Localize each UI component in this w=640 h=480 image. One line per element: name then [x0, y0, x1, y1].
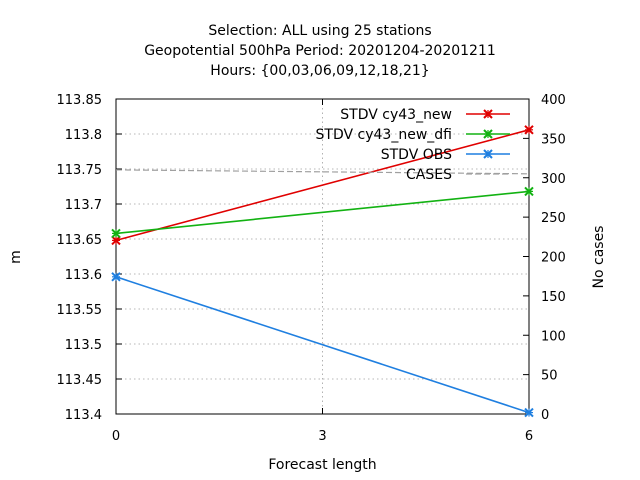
- y-tick-label: 113.7: [65, 198, 102, 213]
- y2-tick-label: 50: [541, 369, 558, 384]
- data-point: [524, 186, 534, 197]
- legend: STDV cy43_new STDV cy43_new_dfi STDV OBS CA…: [316, 107, 510, 183]
- y-axis-label: m: [8, 250, 24, 264]
- x-tick-label: 6: [525, 429, 533, 444]
- title-line: Hours: {00,03,06,09,12,18,21}: [210, 63, 429, 79]
- y-tick-label: 113.75: [57, 163, 103, 178]
- series-lines: [111, 125, 534, 418]
- chart-title: Selection: ALL using 25 stations Geopoten…: [144, 23, 496, 79]
- data-point: [111, 228, 121, 239]
- data-point: [111, 235, 121, 246]
- series-line: [115, 129, 530, 242]
- series-line: [115, 169, 530, 175]
- y2-tick-label: 350: [541, 132, 566, 147]
- y2-tick-label: 400: [541, 93, 566, 108]
- y-tick-label: 113.55: [57, 303, 103, 318]
- y2-tick-label: 200: [541, 251, 566, 266]
- legend-marker: [483, 109, 493, 119]
- y-tick-label: 113.6: [65, 268, 102, 283]
- y-tick-label: 113.4: [65, 408, 102, 423]
- y-tick-label: 113.85: [57, 93, 103, 108]
- title-line: Selection: ALL using 25 stations: [208, 23, 431, 39]
- y2-tick-label: 250: [541, 211, 566, 226]
- x-axis-label: Forecast length: [268, 457, 376, 473]
- legend-label: CASES: [406, 167, 452, 183]
- legend-label: STDV cy43_new: [340, 107, 452, 123]
- series-line: [115, 276, 530, 414]
- title-line: Geopotential 500hPa Period: 20201204-202…: [144, 43, 496, 59]
- data-point: [524, 125, 534, 135]
- legend-label: STDV cy43_new_dfi: [316, 127, 452, 143]
- x-tick-label: 0: [112, 429, 120, 444]
- data-point: [111, 272, 121, 282]
- y-tick-label: 113.45: [57, 373, 103, 388]
- y2-axis-label: No cases: [591, 226, 607, 289]
- axis-ticks: 113.4 113.45 113.5 113.55 113.6 113.65 113.7 11…: [57, 93, 566, 444]
- y-tick-label: 113.65: [57, 233, 103, 248]
- legend-marker: [483, 129, 493, 139]
- y2-tick-label: 100: [541, 329, 566, 344]
- series-line: [115, 190, 530, 235]
- x-tick-label: 3: [318, 429, 326, 444]
- y2-tick-label: 150: [541, 290, 566, 305]
- y2-tick-label: 300: [541, 172, 566, 187]
- y-tick-label: 113.5: [65, 338, 102, 353]
- legend-label: STDV OBS: [381, 147, 452, 163]
- y-tick-label: 113.8: [65, 128, 102, 143]
- y2-tick-label: 0: [541, 408, 549, 423]
- legend-marker: [483, 149, 493, 159]
- grid: [116, 99, 529, 414]
- data-point: [524, 407, 534, 418]
